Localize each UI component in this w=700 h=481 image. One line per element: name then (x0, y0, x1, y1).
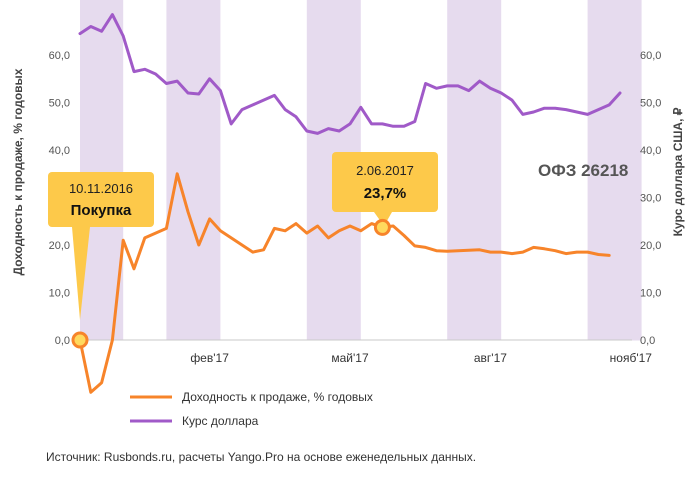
shaded-band-0 (80, 0, 124, 341)
legend-label-yield: Доходность к продаже, % годовых (182, 390, 373, 404)
x-month-tick-label: фев'17 (190, 351, 229, 365)
shaded-bands (80, 0, 642, 341)
callout-peak-box (332, 152, 438, 212)
callout-purchase-date: 10.11.2016 (69, 181, 133, 196)
y-right-tick-label: 10,0 (640, 288, 661, 300)
y-left-tick-label: 40,0 (49, 145, 70, 157)
legend: Доходность к продаже, % годовых Курс дол… (130, 390, 373, 428)
y-right-tick-label: 60,0 (640, 50, 661, 62)
x-month-tick-label: май'17 (331, 351, 369, 365)
annotation-marker-1 (373, 218, 391, 236)
x-month-ticks: фев'17 май'17 авг'17 нояб'17 (190, 351, 652, 365)
x-month-tick-label: авг'17 (474, 351, 507, 365)
y-left-axis-title: Доходность к продаже, % годовых (11, 68, 25, 275)
callout-peak-date: 2.06.2017 (356, 163, 414, 178)
y-right-tick-label: 30,0 (640, 193, 661, 205)
y-left-tick-label: 50,0 (49, 98, 70, 110)
callout-peak: 2.06.2017 23,7% (332, 152, 438, 226)
y-left-tick-label: 60,0 (49, 50, 70, 62)
y-left-tick-label: 20,0 (49, 240, 70, 252)
x-month-tick-label: нояб'17 (610, 351, 653, 365)
callout-purchase-box (48, 172, 154, 227)
callout-purchase: 10.11.2016 Покупка (48, 172, 154, 320)
source-note: Источник: Rusbonds.ru, расчеты Yango.Pro… (46, 450, 476, 464)
y-right-tick-label: 50,0 (640, 98, 661, 110)
y-right-ticks: 0,0 10,0 20,0 30,0 40,0 50,0 60,0 (640, 50, 661, 347)
shaded-band-4 (587, 0, 642, 341)
annotation-markers (71, 218, 391, 349)
y-left-tick-label: 10,0 (49, 288, 70, 300)
callout-purchase-label: Покупка (71, 202, 132, 219)
callout-peak-label: 23,7% (364, 185, 407, 202)
y-right-tick-label: 20,0 (640, 240, 661, 252)
y-right-axis-title: Курс доллара США, ₽ (671, 107, 685, 236)
series-line-usd (78, 13, 622, 135)
y-right-tick-label: 40,0 (640, 145, 661, 157)
shaded-band-1 (166, 0, 221, 341)
series-line-yield (78, 172, 611, 394)
y-left-tick-label: 0,0 (55, 335, 70, 347)
annotation-marker-0 (71, 331, 89, 349)
y-right-tick-label: 0,0 (640, 335, 655, 347)
callout-purchase-pointer (72, 227, 90, 320)
legend-label-usd: Курс доллара (182, 414, 259, 428)
shaded-band-3 (447, 0, 502, 341)
bond-label: ОФЗ 26218 (538, 161, 628, 180)
series-lines (78, 13, 622, 394)
